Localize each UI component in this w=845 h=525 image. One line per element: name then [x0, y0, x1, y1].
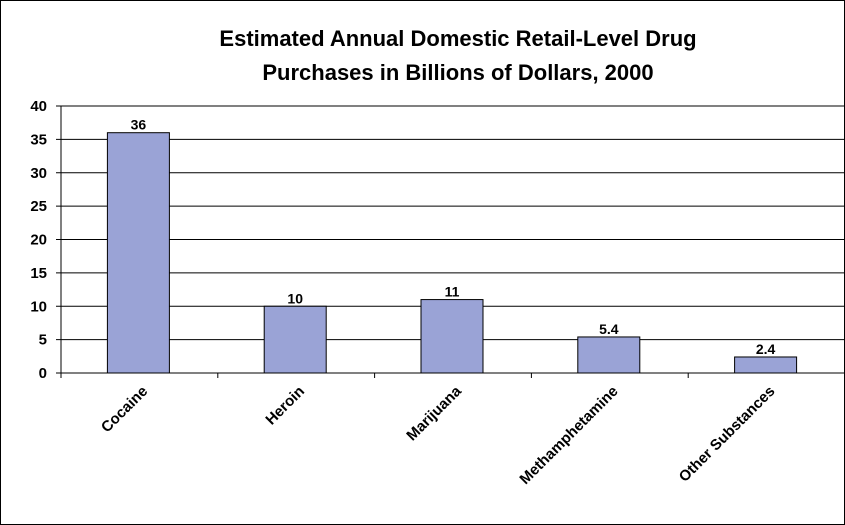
bars — [106, 132, 798, 374]
y-axis-ticks: 0 5 10 15 20 25 30 35 40 — [30, 98, 47, 382]
data-label: 11 — [445, 284, 460, 300]
y-tick-label: 30 — [30, 165, 47, 182]
y-tick-label: 20 — [30, 232, 47, 249]
y-tick-label: 35 — [30, 131, 47, 148]
data-label: 2.4 — [756, 341, 776, 357]
y-tick-label: 10 — [30, 298, 47, 315]
y-tick-label: 15 — [30, 265, 47, 282]
chart-title-line-2: Purchases in Billions of Dollars, 2000 — [262, 60, 653, 85]
chart-title-line-1: Estimated Annual Domestic Retail-Level D… — [219, 26, 696, 51]
y-tick-label: 0 — [39, 365, 47, 382]
data-labels: 36 10 11 5.4 2.4 — [131, 117, 776, 357]
y-tick-label: 40 — [30, 98, 47, 115]
data-label: 36 — [131, 117, 147, 133]
bar-heroin — [263, 305, 327, 374]
gridlines — [61, 105, 845, 341]
data-label: 10 — [287, 290, 303, 306]
y-tick-label: 5 — [39, 332, 47, 349]
bar-methamphetamine — [577, 336, 641, 374]
y-tick-label: 25 — [30, 198, 47, 215]
bar-marijuana — [420, 299, 484, 374]
data-label: 5.4 — [599, 321, 619, 337]
axes — [56, 105, 845, 378]
bar-other-substances — [734, 356, 798, 374]
bar-cocaine — [106, 132, 170, 374]
